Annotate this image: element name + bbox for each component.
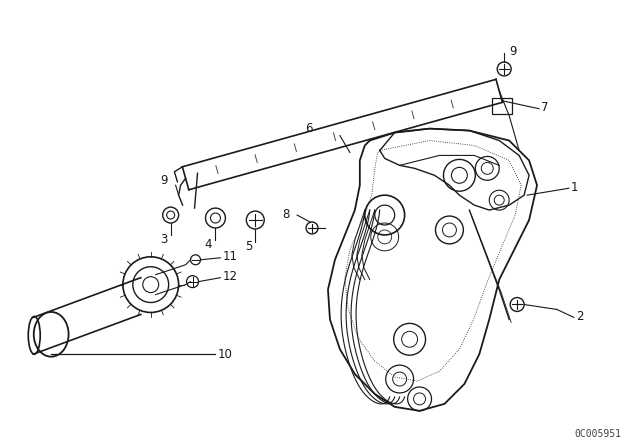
Bar bbox=[492, 98, 512, 114]
Text: 3: 3 bbox=[160, 233, 168, 246]
Text: 5: 5 bbox=[244, 241, 252, 254]
Text: 10: 10 bbox=[218, 348, 232, 361]
Text: 6: 6 bbox=[305, 122, 312, 135]
Text: 2: 2 bbox=[576, 310, 584, 323]
Text: 4: 4 bbox=[205, 238, 212, 251]
Text: 12: 12 bbox=[223, 270, 237, 283]
Text: 7: 7 bbox=[541, 101, 548, 114]
Text: 11: 11 bbox=[223, 250, 237, 263]
Text: 0C005951: 0C005951 bbox=[574, 429, 621, 439]
Text: 9: 9 bbox=[160, 174, 168, 187]
Text: 1: 1 bbox=[571, 181, 579, 194]
Text: 9: 9 bbox=[509, 45, 516, 58]
Text: 8: 8 bbox=[282, 207, 289, 220]
